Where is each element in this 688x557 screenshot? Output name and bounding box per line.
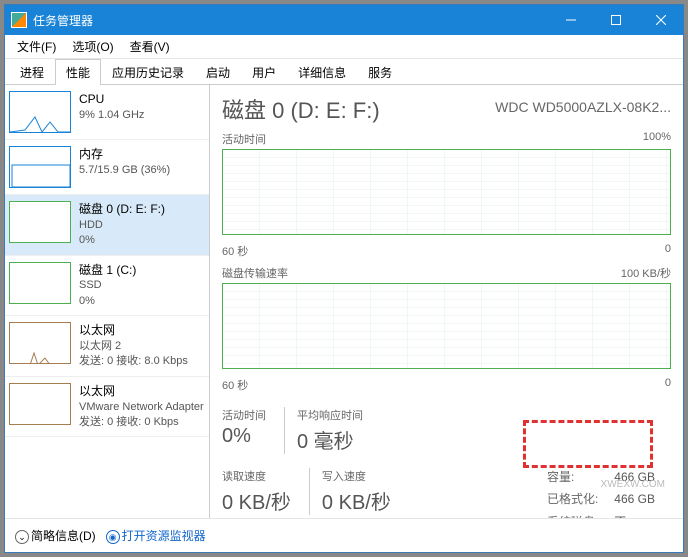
chevron-down-icon: ⌄ bbox=[15, 530, 29, 544]
tab-startup[interactable]: 启动 bbox=[195, 59, 241, 85]
sidebar-item-title: 磁盘 0 (D: E: F:) bbox=[79, 201, 165, 218]
disk-properties: 容量:466 GB 已格式化:466 GB 系统磁盘:否 页面文件:否 类型:H… bbox=[545, 465, 671, 518]
system-disk-value: 否 bbox=[614, 512, 669, 518]
menu-file[interactable]: 文件(F) bbox=[9, 36, 64, 57]
maximize-button[interactable] bbox=[593, 5, 638, 35]
tab-performance[interactable]: 性能 bbox=[55, 59, 101, 85]
active-time-value: 0% bbox=[222, 425, 266, 448]
sidebar-item-title: 以太网 bbox=[79, 322, 188, 339]
chart1-x-left: 60 秒 bbox=[222, 243, 248, 259]
app-icon bbox=[11, 12, 27, 28]
tab-users[interactable]: 用户 bbox=[241, 59, 287, 85]
chart2-x-left: 60 秒 bbox=[222, 377, 248, 393]
write-speed-value: 0 KB/秒 bbox=[322, 486, 391, 515]
sidebar-item-sub: 9% 1.04 GHz bbox=[79, 108, 144, 123]
activity-chart bbox=[222, 149, 671, 235]
disk-model: WDC WD5000AZLX-08K2... bbox=[495, 99, 671, 115]
thumb-icon bbox=[9, 146, 71, 188]
sidebar-item-sub2: 发送: 0 接收: 8.0 Kbps bbox=[79, 354, 188, 369]
minimize-button[interactable] bbox=[548, 5, 593, 35]
sidebar-item-2[interactable]: 磁盘 0 (D: E: F:)HDD0% bbox=[5, 195, 209, 256]
sidebar-item-3[interactable]: 磁盘 1 (C:)SSD0% bbox=[5, 256, 209, 317]
write-speed-label: 写入速度 bbox=[322, 468, 391, 484]
menu-view[interactable]: 查看(V) bbox=[122, 36, 178, 57]
resource-monitor-link[interactable]: ◉打开资源监视器 bbox=[106, 527, 206, 545]
sidebar-item-sub: 5.7/15.9 GB (36%) bbox=[79, 163, 170, 178]
capacity-label: 容量: bbox=[547, 467, 612, 487]
menu-options[interactable]: 选项(O) bbox=[64, 36, 121, 57]
sidebar-item-title: 内存 bbox=[79, 146, 170, 163]
tab-app-history[interactable]: 应用历史记录 bbox=[101, 59, 195, 85]
chart2-x-right: 0 bbox=[665, 377, 671, 393]
chart2-label-left: 磁盘传输速率 bbox=[222, 265, 288, 281]
sidebar-item-5[interactable]: 以太网VMware Network Adapter发送: 0 接收: 0 Kbp… bbox=[5, 377, 209, 438]
window-title: 任务管理器 bbox=[33, 12, 93, 29]
sidebar-item-sub2: 发送: 0 接收: 0 Kbps bbox=[79, 415, 204, 430]
footer: ⌄简略信息(D) ◉打开资源监视器 bbox=[5, 518, 683, 552]
formatted-value: 466 GB bbox=[614, 489, 669, 509]
avg-response-value: 0 毫秒 bbox=[297, 425, 363, 454]
thumb-icon bbox=[9, 91, 71, 133]
tab-details[interactable]: 详细信息 bbox=[287, 59, 357, 85]
titlebar[interactable]: 任务管理器 bbox=[5, 5, 683, 35]
system-disk-label: 系统磁盘: bbox=[547, 512, 612, 518]
formatted-label: 已格式化: bbox=[547, 489, 612, 509]
sidebar-item-4[interactable]: 以太网以太网 2发送: 0 接收: 8.0 Kbps bbox=[5, 316, 209, 377]
read-speed-label: 读取速度 bbox=[222, 468, 291, 484]
sidebar-item-0[interactable]: CPU9% 1.04 GHz bbox=[5, 85, 209, 140]
sidebar-item-1[interactable]: 内存5.7/15.9 GB (36%) bbox=[5, 140, 209, 195]
menubar: 文件(F) 选项(O) 查看(V) bbox=[5, 35, 683, 59]
thumb-icon bbox=[9, 383, 71, 425]
read-speed-value: 0 KB/秒 bbox=[222, 486, 291, 515]
sidebar-item-sub: VMware Network Adapter bbox=[79, 400, 204, 415]
thumb-icon bbox=[9, 201, 71, 243]
sidebar-item-sub: 以太网 2 bbox=[79, 339, 188, 354]
content: CPU9% 1.04 GHz内存5.7/15.9 GB (36%)磁盘 0 (D… bbox=[5, 85, 683, 518]
task-manager-window: 任务管理器 文件(F) 选项(O) 查看(V) 进程 性能 应用历史记录 启动 … bbox=[4, 4, 684, 553]
tab-processes[interactable]: 进程 bbox=[9, 59, 55, 85]
sidebar-item-sub2: 0% bbox=[79, 294, 136, 309]
chart1-x-right: 0 bbox=[665, 243, 671, 259]
chart2-label-right: 100 KB/秒 bbox=[621, 265, 671, 281]
tabs: 进程 性能 应用历史记录 启动 用户 详细信息 服务 bbox=[5, 59, 683, 85]
sidebar-item-sub: HDD bbox=[79, 218, 165, 233]
avg-response-label: 平均响应时间 bbox=[297, 407, 363, 423]
tab-services[interactable]: 服务 bbox=[357, 59, 403, 85]
thumb-icon bbox=[9, 262, 71, 304]
sidebar-item-title: 磁盘 1 (C:) bbox=[79, 262, 136, 279]
sidebar-item-sub: SSD bbox=[79, 278, 136, 293]
main-panel: 磁盘 0 (D: E: F:) WDC WD5000AZLX-08K2... 活… bbox=[210, 85, 683, 518]
brief-info-toggle[interactable]: ⌄简略信息(D) bbox=[15, 527, 96, 545]
thumb-icon bbox=[9, 322, 71, 364]
capacity-value: 466 GB bbox=[614, 467, 669, 487]
active-time-label: 活动时间 bbox=[222, 407, 266, 423]
sidebar-item-title: CPU bbox=[79, 91, 144, 108]
monitor-icon: ◉ bbox=[106, 530, 120, 544]
chart1-label-left: 活动时间 bbox=[222, 131, 266, 147]
stats-row-1: 活动时间 0% 平均响应时间 0 毫秒 bbox=[222, 407, 671, 454]
chart1-label-right: 100% bbox=[643, 131, 671, 147]
sidebar[interactable]: CPU9% 1.04 GHz内存5.7/15.9 GB (36%)磁盘 0 (D… bbox=[5, 85, 210, 518]
transfer-chart bbox=[222, 283, 671, 369]
sidebar-item-title: 以太网 bbox=[79, 383, 204, 400]
close-button[interactable] bbox=[638, 5, 683, 35]
sidebar-item-sub2: 0% bbox=[79, 233, 165, 248]
